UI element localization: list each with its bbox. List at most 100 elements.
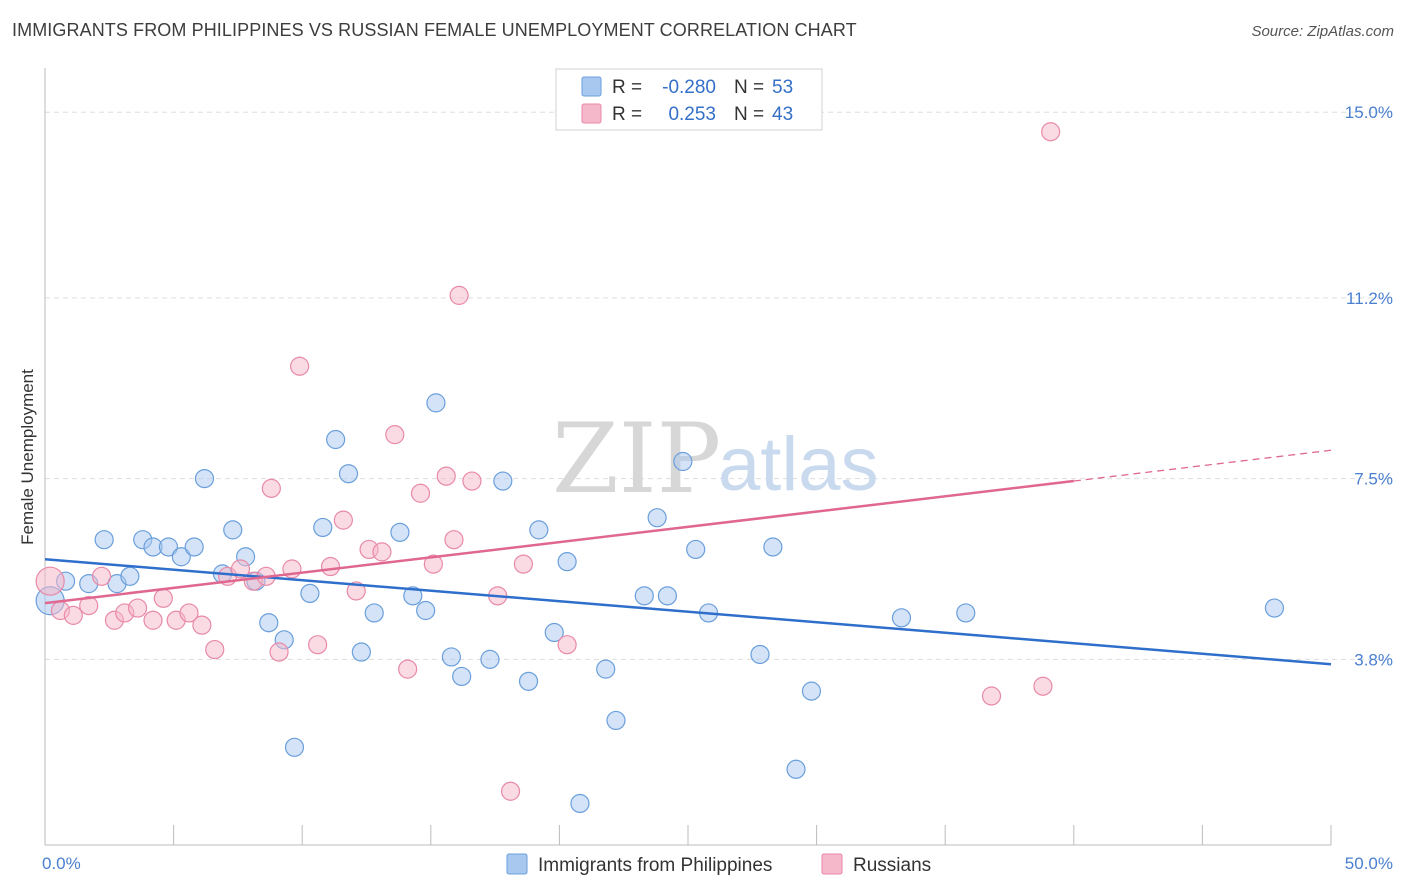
data-point	[657, 586, 678, 606]
data-point	[120, 566, 140, 586]
data-point	[326, 429, 346, 450]
data-point	[94, 530, 114, 550]
data-point	[261, 478, 281, 498]
data-point	[230, 559, 251, 579]
chart-title: IMMIGRANTS FROM PHILIPPINES VS RUSSIAN F…	[12, 20, 857, 40]
data-point	[143, 610, 163, 630]
watermark-zip: ZIP	[552, 403, 721, 515]
watermark: ZIP atlas	[552, 403, 879, 515]
data-point	[596, 659, 616, 679]
data-point	[891, 608, 912, 628]
data-point	[284, 737, 305, 757]
data-point	[333, 510, 353, 530]
data-point	[194, 468, 215, 489]
data-point	[153, 588, 173, 608]
tick-labels: 3.8% 7.5% 11.2% 15.0% 0.0% 50.0%	[42, 103, 1393, 873]
stats-legend-n-value: 53	[772, 77, 793, 98]
data-point	[308, 635, 328, 655]
watermark-atlas: atlas	[718, 422, 879, 507]
stats-legend-r-label: R =	[612, 104, 642, 125]
data-point	[364, 603, 384, 623]
source-attribution: Source: ZipAtlas.com	[1251, 23, 1394, 40]
series-russians	[35, 122, 1061, 801]
stats-legend-n-label: N =	[734, 77, 764, 98]
stats-legend-r-value: 0.253	[668, 104, 716, 125]
legend-label-russians: Russians	[853, 855, 931, 876]
series-legend: Immigrants from Philippines Russians	[506, 853, 931, 876]
data-point	[184, 537, 204, 557]
data-point	[426, 393, 446, 413]
data-point	[441, 647, 461, 667]
data-point	[290, 356, 310, 376]
y-tick-label: 3.8%	[1354, 650, 1393, 669]
stats-legend-swatch-philippines	[581, 76, 602, 97]
data-point	[403, 586, 423, 606]
data-point	[647, 508, 667, 528]
data-point	[529, 520, 549, 540]
data-point	[351, 642, 371, 662]
data-point	[398, 659, 418, 679]
data-point	[127, 598, 148, 618]
data-point	[444, 530, 464, 550]
trend-line	[44, 557, 1332, 666]
data-point	[570, 793, 590, 814]
data-point	[223, 520, 243, 540]
y-axis-title: Female Unemployment	[18, 369, 37, 545]
data-point	[192, 615, 212, 635]
data-point	[346, 581, 366, 601]
data-point	[79, 596, 99, 616]
data-point	[452, 666, 472, 687]
data-point	[480, 649, 500, 669]
data-point	[423, 554, 443, 574]
data-point	[179, 603, 199, 623]
trend-line	[44, 479, 1074, 605]
data-point	[410, 483, 431, 503]
data-point	[557, 635, 577, 655]
data-point	[416, 600, 436, 621]
data-point	[513, 554, 533, 574]
x-tick-label: 50.0%	[1345, 854, 1393, 873]
data-point	[320, 556, 341, 577]
stats-legend-n-label: N =	[734, 104, 764, 125]
data-point	[956, 603, 976, 623]
stats-legend-r-value: -0.280	[662, 77, 716, 98]
legend-swatch-philippines	[506, 853, 528, 875]
series-philippines	[35, 393, 1285, 814]
data-point	[338, 464, 359, 484]
data-point	[259, 613, 279, 633]
data-point	[750, 644, 770, 665]
data-point	[518, 671, 539, 691]
data-point	[91, 566, 112, 586]
data-point	[544, 622, 564, 643]
data-point	[205, 639, 225, 660]
y-tick-label: 11.2%	[1346, 289, 1393, 308]
data-point	[673, 451, 693, 472]
trend-lines	[44, 449, 1332, 666]
data-point	[1264, 598, 1285, 618]
data-point	[35, 566, 65, 596]
trend-line-extension	[1073, 449, 1332, 482]
legend-label-philippines: Immigrants from Philippines	[538, 855, 772, 876]
data-point	[63, 605, 83, 625]
axes	[44, 68, 1332, 846]
stats-legend-swatch-russians	[581, 103, 602, 124]
stats-legend-r-label: R =	[612, 77, 642, 98]
data-point	[171, 547, 191, 567]
y-tick-label: 15.0%	[1345, 103, 1393, 122]
data-point	[385, 425, 405, 445]
data-point	[436, 466, 456, 486]
data-point	[686, 539, 706, 560]
data-point	[462, 471, 482, 491]
stats-legend-n-value: 43	[772, 104, 793, 125]
data-point	[313, 517, 333, 538]
data-point	[763, 537, 783, 557]
data-point	[634, 586, 654, 606]
data-point	[158, 537, 179, 557]
data-point	[1041, 122, 1061, 142]
data-point	[269, 642, 289, 662]
data-point	[449, 285, 469, 305]
data-point	[606, 710, 626, 731]
data-point	[300, 583, 320, 604]
data-point	[372, 542, 392, 562]
